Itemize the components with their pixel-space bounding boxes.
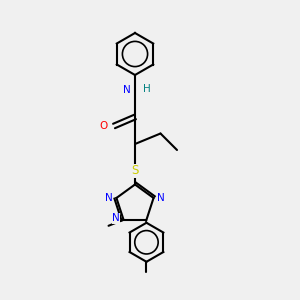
Text: H: H [142, 83, 150, 94]
Text: N: N [105, 193, 113, 203]
Text: O: O [100, 121, 108, 131]
Text: N: N [123, 85, 130, 95]
Text: N: N [112, 213, 120, 223]
Text: S: S [131, 164, 139, 178]
Text: N: N [157, 193, 165, 203]
